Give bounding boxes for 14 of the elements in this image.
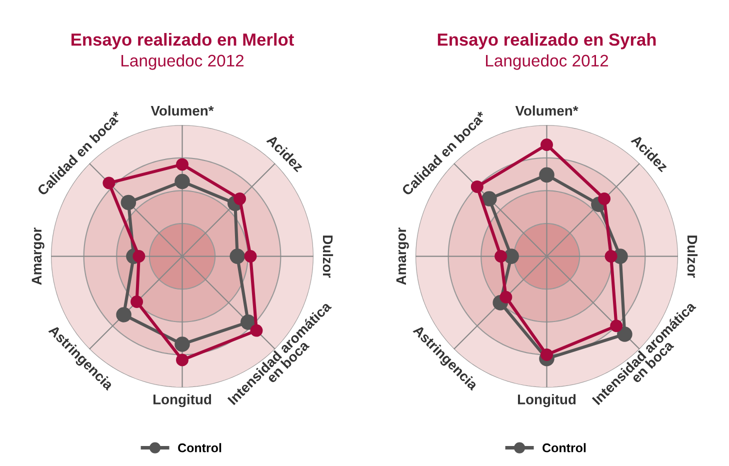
chart-subtitle: Languedoc 2012 bbox=[486, 54, 608, 70]
legend-label: Control bbox=[542, 443, 586, 452]
spoke-label: Longitud bbox=[153, 394, 212, 408]
spoke-label: Dulzor bbox=[322, 236, 334, 278]
spoke-label: Amargor bbox=[32, 228, 44, 285]
chart-subtitle: Languedoc 2012 bbox=[122, 54, 244, 70]
spoke-label: Dulzor bbox=[687, 236, 698, 278]
spoke-label: Longitud bbox=[518, 394, 576, 408]
spoke-label: Volumen* bbox=[150, 105, 214, 116]
spoke-label: Volumen* bbox=[515, 105, 578, 116]
spoke-label: Amargor bbox=[396, 228, 409, 285]
chart-title: Ensayo realizado en Syrah bbox=[438, 33, 656, 50]
legend-label: Control bbox=[178, 443, 222, 452]
chart-title: Ensayo realizado en Merlot bbox=[72, 33, 294, 50]
